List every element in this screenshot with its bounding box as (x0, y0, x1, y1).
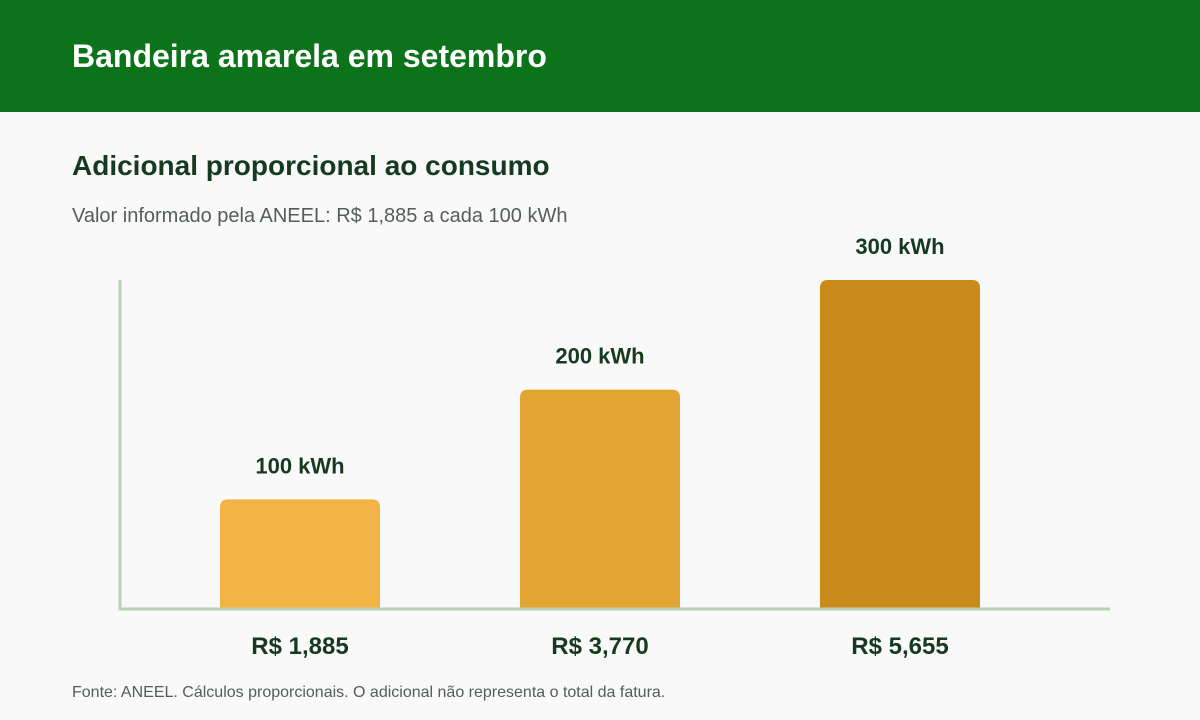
header-bar: Bandeira amarela em setembro (0, 0, 1200, 112)
category-label: R$ 3,770 (551, 633, 648, 660)
category-label: R$ 5,655 (851, 633, 948, 660)
bar-data-label: 200 kWh (555, 344, 644, 369)
chart-subtitle: Valor informado pela ANEEL: R$ 1,885 a c… (72, 205, 568, 227)
chart-title: Adicional proporcional ao consumo (72, 150, 550, 181)
bar (220, 499, 380, 609)
bar-data-label: 100 kWh (255, 453, 344, 478)
bar (820, 280, 980, 609)
page-title: Bandeira amarela em setembro (72, 38, 547, 74)
bar (520, 389, 680, 609)
category-label: R$ 1,885 (251, 633, 348, 660)
bar-data-label: 300 kWh (855, 234, 944, 259)
source-footnote: Fonte: ANEEL. Cálculos proporcionais. O … (72, 684, 666, 701)
